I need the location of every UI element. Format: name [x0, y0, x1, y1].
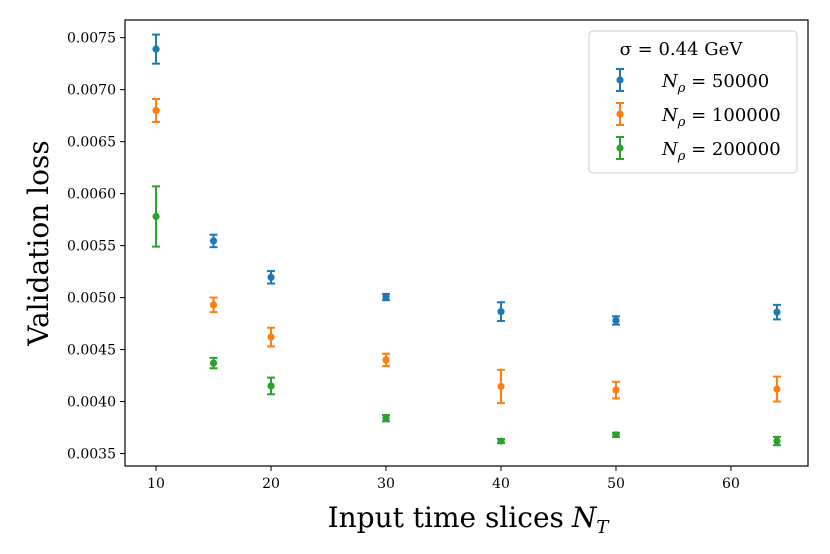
x-tick-label: 50 — [607, 476, 625, 492]
legend-entry-2: Nρ = 100000 — [616, 102, 781, 130]
x-axis: 10 20 30 40 50 60 — [147, 466, 740, 492]
data-point — [497, 382, 505, 391]
y-tick-label: 0.0065 — [67, 135, 116, 151]
series-2 — [152, 98, 781, 405]
series-3 — [152, 185, 781, 447]
data-point — [612, 316, 620, 325]
data-point — [209, 359, 218, 367]
legend-label-value: = 100000 — [685, 105, 780, 126]
data-point — [152, 212, 160, 221]
data-point — [497, 437, 505, 445]
data-point — [267, 333, 275, 341]
data-point — [267, 273, 275, 281]
legend-label-value: = 200000 — [685, 139, 780, 160]
data-point — [382, 414, 390, 422]
legend-label-symbol: N — [661, 71, 679, 92]
y-tick-label: 0.0040 — [67, 395, 116, 411]
data-point — [497, 308, 505, 316]
y-tick-label: 0.0045 — [67, 343, 116, 359]
y-tick-label: 0.0060 — [67, 187, 116, 203]
legend-label: Nρ = 50000 — [661, 71, 769, 96]
x-tick-label: 10 — [147, 476, 165, 492]
x-tick-label: 60 — [722, 476, 740, 492]
data-point — [382, 293, 390, 301]
legend-entry-1: Nρ = 50000 — [616, 68, 769, 96]
legend-label-subscript: ρ — [677, 81, 686, 96]
x-axis-label-text: Input time slices — [328, 501, 564, 534]
legend-title: σ = 0.44 GeV — [620, 39, 744, 60]
legend-marker — [616, 76, 624, 84]
legend-label: Nρ = 100000 — [661, 105, 781, 130]
legend-marker — [616, 144, 624, 152]
data-point — [773, 437, 781, 445]
x-tick-label: 40 — [492, 476, 510, 492]
legend-label-symbol: N — [661, 139, 679, 160]
legend-label-value: = 50000 — [685, 71, 769, 92]
data-point — [152, 106, 160, 115]
y-tick-label: 0.0070 — [67, 83, 116, 99]
legend-label-subscript: ρ — [677, 115, 686, 130]
plot-frame — [124, 19, 809, 467]
series-1 — [152, 33, 781, 326]
y-tick-label: 0.0055 — [67, 239, 116, 255]
y-axis: 0.0035 0.0040 0.0045 0.0050 0.0055 0.0060 0.00… — [67, 31, 125, 463]
y-tick-label: 0.0050 — [67, 291, 116, 307]
legend-marker — [616, 110, 624, 118]
data-point — [773, 308, 781, 316]
y-axis-label: Validation loss — [22, 140, 55, 346]
y-tick-label: 0.0035 — [67, 447, 116, 463]
legend-label-symbol: N — [661, 105, 679, 126]
y-tick-label: 0.0075 — [67, 31, 116, 47]
legend-label: Nρ = 200000 — [661, 139, 781, 164]
x-axis-label-symbol: N — [571, 501, 598, 534]
x-axis-label: Input time slices NT — [328, 501, 611, 538]
data-point — [773, 385, 781, 393]
data-point — [209, 301, 218, 309]
data-point — [267, 382, 275, 390]
legend-box — [588, 30, 798, 174]
data-point — [382, 356, 390, 364]
legend-label-subscript: ρ — [677, 149, 686, 164]
chart-marks — [152, 33, 781, 447]
x-tick-label: 20 — [262, 476, 280, 492]
data-point — [612, 431, 620, 439]
data-point — [152, 45, 160, 53]
x-tick-label: 30 — [377, 476, 395, 492]
data-point — [209, 237, 218, 245]
legend-entry-3: Nρ = 200000 — [616, 136, 781, 164]
x-axis-label-subscript: T — [596, 517, 610, 538]
data-point — [612, 386, 620, 394]
